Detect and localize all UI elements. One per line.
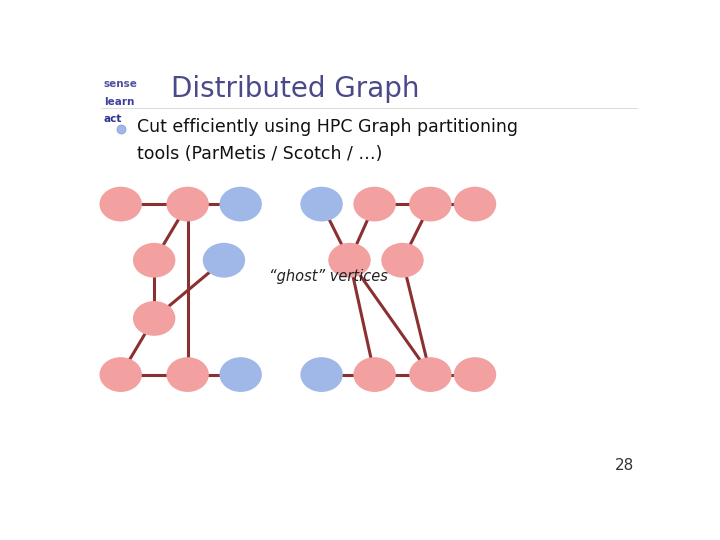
Text: 28: 28 bbox=[615, 458, 634, 473]
Ellipse shape bbox=[300, 357, 343, 392]
Text: Cut efficiently using HPC Graph partitioning: Cut efficiently using HPC Graph partitio… bbox=[138, 118, 518, 136]
Ellipse shape bbox=[454, 187, 496, 221]
Ellipse shape bbox=[354, 187, 396, 221]
Ellipse shape bbox=[166, 187, 209, 221]
Ellipse shape bbox=[133, 301, 176, 336]
Ellipse shape bbox=[166, 357, 209, 392]
Ellipse shape bbox=[203, 243, 245, 278]
Ellipse shape bbox=[382, 243, 423, 278]
Ellipse shape bbox=[354, 357, 396, 392]
Ellipse shape bbox=[99, 187, 142, 221]
Text: act: act bbox=[104, 114, 122, 124]
Ellipse shape bbox=[99, 357, 142, 392]
Text: Distributed Graph: Distributed Graph bbox=[171, 75, 420, 103]
Ellipse shape bbox=[220, 187, 262, 221]
Ellipse shape bbox=[220, 357, 262, 392]
Ellipse shape bbox=[454, 357, 496, 392]
Ellipse shape bbox=[300, 187, 343, 221]
Text: sense: sense bbox=[104, 79, 138, 89]
Ellipse shape bbox=[328, 243, 371, 278]
Text: learn: learn bbox=[104, 97, 135, 107]
Text: tools (ParMetis / Scotch / …): tools (ParMetis / Scotch / …) bbox=[138, 145, 383, 163]
Text: “ghost” vertices: “ghost” vertices bbox=[269, 269, 387, 285]
Ellipse shape bbox=[409, 187, 451, 221]
Ellipse shape bbox=[133, 243, 176, 278]
Ellipse shape bbox=[409, 357, 451, 392]
